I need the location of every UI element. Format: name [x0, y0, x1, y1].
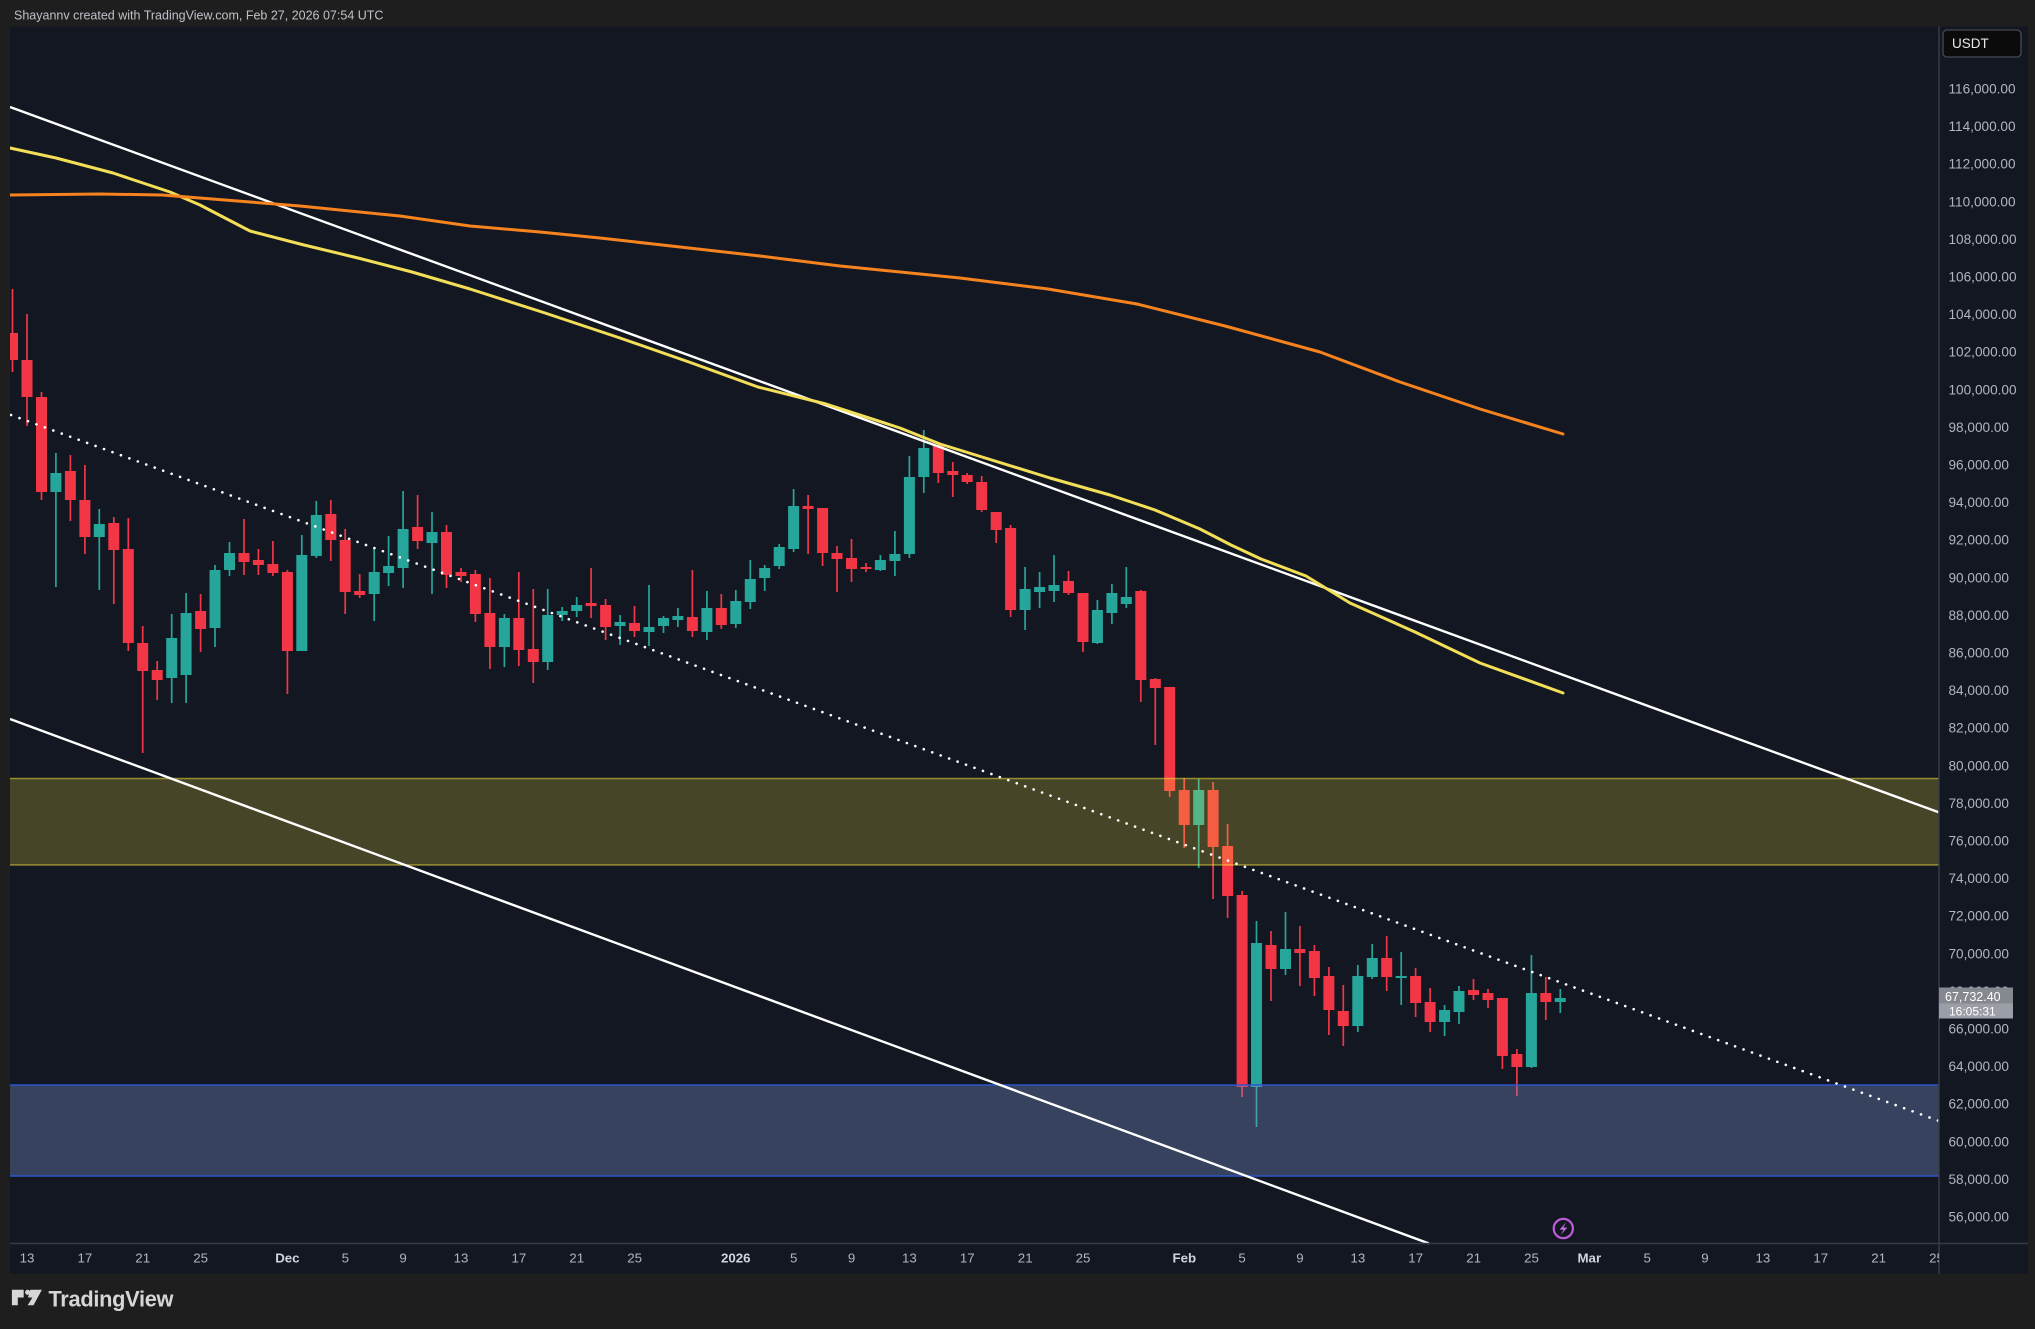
svg-text:21: 21	[135, 1251, 150, 1266]
svg-text:21: 21	[1871, 1251, 1886, 1266]
svg-text:92,000.00: 92,000.00	[1949, 533, 2010, 548]
svg-text:66,000.00: 66,000.00	[1949, 1022, 2010, 1037]
svg-text:Shayannv created with TradingV: Shayannv created with TradingView.com, F…	[14, 9, 383, 23]
svg-text:25: 25	[627, 1251, 642, 1266]
svg-text:9: 9	[1701, 1251, 1708, 1266]
svg-text:70,000.00: 70,000.00	[1949, 946, 2010, 961]
svg-text:90,000.00: 90,000.00	[1949, 570, 2010, 585]
svg-text:13: 13	[902, 1251, 917, 1266]
svg-text:74,000.00: 74,000.00	[1949, 871, 2010, 886]
svg-text:76,000.00: 76,000.00	[1949, 834, 2010, 849]
svg-text:Feb: Feb	[1172, 1251, 1196, 1266]
svg-text:5: 5	[1238, 1251, 1245, 1266]
svg-text:17: 17	[78, 1251, 93, 1266]
svg-text:110,000.00: 110,000.00	[1949, 194, 2016, 209]
svg-text:98,000.00: 98,000.00	[1949, 420, 2010, 435]
svg-text:102,000.00: 102,000.00	[1949, 345, 2017, 360]
svg-text:62,000.00: 62,000.00	[1949, 1097, 2010, 1112]
svg-text:17: 17	[1813, 1251, 1828, 1266]
svg-text:17: 17	[960, 1251, 975, 1266]
svg-text:9: 9	[1296, 1251, 1303, 1266]
svg-text:13: 13	[454, 1251, 469, 1266]
svg-text:25: 25	[1524, 1251, 1539, 1266]
svg-text:2026: 2026	[721, 1251, 751, 1266]
svg-text:96,000.00: 96,000.00	[1949, 458, 2010, 473]
svg-text:17: 17	[512, 1251, 527, 1266]
svg-text:5: 5	[790, 1251, 797, 1266]
svg-text:16:05:31: 16:05:31	[1949, 1005, 1996, 1019]
svg-text:104,000.00: 104,000.00	[1949, 307, 2017, 322]
svg-text:88,000.00: 88,000.00	[1949, 608, 2010, 623]
svg-text:56,000.00: 56,000.00	[1949, 1210, 2010, 1225]
svg-text:5: 5	[1643, 1251, 1650, 1266]
svg-text:114,000.00: 114,000.00	[1949, 119, 2016, 134]
svg-text:60,000.00: 60,000.00	[1949, 1134, 2010, 1149]
svg-text:58,000.00: 58,000.00	[1949, 1172, 2010, 1187]
svg-text:64,000.00: 64,000.00	[1949, 1059, 2010, 1074]
svg-text:67,732.40: 67,732.40	[1945, 990, 2001, 1004]
svg-text:17: 17	[1408, 1251, 1423, 1266]
svg-text:72,000.00: 72,000.00	[1949, 909, 2010, 924]
svg-text:86,000.00: 86,000.00	[1949, 646, 2010, 661]
svg-text:9: 9	[848, 1251, 855, 1266]
svg-text:100,000.00: 100,000.00	[1949, 382, 2017, 397]
svg-text:9: 9	[399, 1251, 406, 1266]
svg-text:5: 5	[342, 1251, 349, 1266]
svg-text:25: 25	[1929, 1251, 1944, 1266]
svg-text:Mar: Mar	[1577, 1251, 1601, 1266]
svg-text:82,000.00: 82,000.00	[1949, 721, 2010, 736]
svg-text:21: 21	[1466, 1251, 1481, 1266]
svg-text:78,000.00: 78,000.00	[1949, 796, 2010, 811]
svg-text:94,000.00: 94,000.00	[1949, 495, 2010, 510]
svg-text:112,000.00: 112,000.00	[1949, 157, 2016, 172]
svg-text:25: 25	[193, 1251, 208, 1266]
svg-text:TradingView: TradingView	[49, 1287, 174, 1312]
svg-text:84,000.00: 84,000.00	[1949, 683, 2010, 698]
svg-text:108,000.00: 108,000.00	[1949, 232, 2017, 247]
svg-text:21: 21	[569, 1251, 584, 1266]
svg-text:25: 25	[1076, 1251, 1091, 1266]
svg-text:Dec: Dec	[275, 1251, 299, 1266]
svg-text:21: 21	[1018, 1251, 1033, 1266]
svg-text:106,000.00: 106,000.00	[1949, 270, 2017, 285]
svg-text:116,000.00: 116,000.00	[1949, 82, 2016, 97]
svg-text:80,000.00: 80,000.00	[1949, 758, 2010, 773]
svg-text:13: 13	[20, 1251, 35, 1266]
svg-text:13: 13	[1756, 1251, 1771, 1266]
svg-text:USDT: USDT	[1952, 36, 1989, 51]
svg-text:13: 13	[1351, 1251, 1366, 1266]
